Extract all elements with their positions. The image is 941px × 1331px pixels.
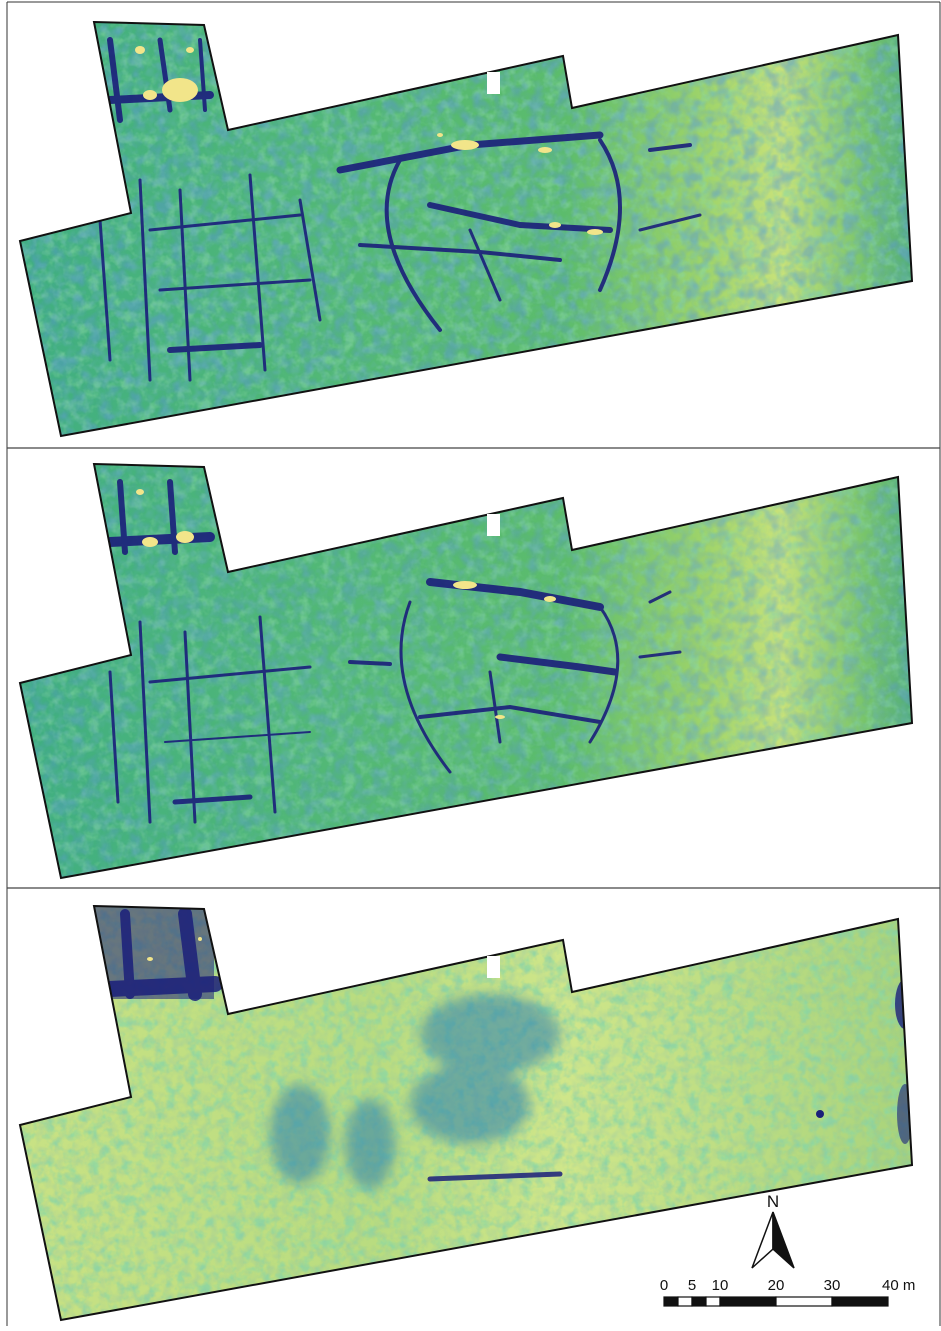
- scale-bar-segment: [705, 1296, 721, 1307]
- high-anomaly-spots: [135, 46, 603, 235]
- scale-bar-segment: [691, 1296, 707, 1307]
- scale-bar: 0 5 10 20 30 40 m: [660, 1277, 915, 1307]
- north-label: N: [767, 1192, 779, 1211]
- scale-bar-segment: [775, 1296, 833, 1307]
- broad-anomaly: [270, 994, 560, 1189]
- scale-bar-tick-label: 30: [824, 1277, 841, 1294]
- survey-panel-1: [19, 21, 913, 437]
- survey-panel-3: [19, 905, 913, 1321]
- high-anomaly-spots: [136, 489, 556, 719]
- scale-bar-tick-label: 40 m: [882, 1277, 915, 1294]
- survey-panel-2: [19, 463, 913, 879]
- scale-bar-segment: [677, 1296, 693, 1307]
- scale-bar-tick-label: 0: [660, 1277, 668, 1294]
- scale-bar-tick-label: 10: [712, 1277, 729, 1294]
- scale-bar-segment: [719, 1296, 777, 1307]
- scale-bar-segment: [831, 1296, 889, 1307]
- scale-bar-segment: [663, 1296, 679, 1307]
- north-arrow: N: [751, 1192, 795, 1269]
- scale-bar-tick-label: 5: [688, 1277, 696, 1294]
- scale-bar-tick-label: 20: [768, 1277, 785, 1294]
